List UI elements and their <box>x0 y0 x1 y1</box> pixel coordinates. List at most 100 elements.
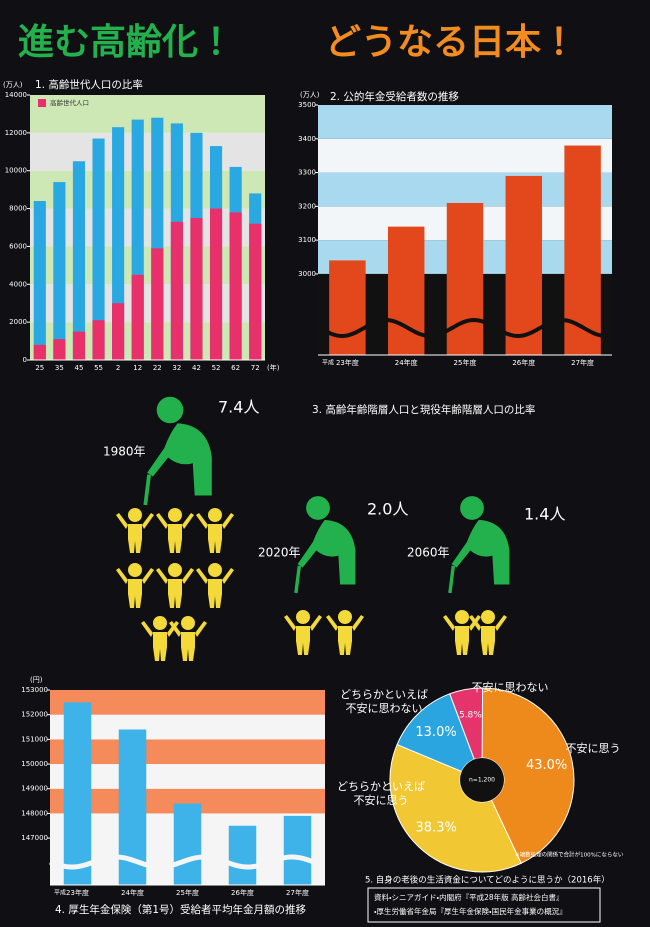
worker-head <box>168 563 182 577</box>
year-label: 2060年 <box>407 546 450 560</box>
worker-head <box>296 610 310 624</box>
worker-head <box>481 610 495 624</box>
y-tick-label: 148000 <box>21 809 48 817</box>
band <box>30 208 265 247</box>
worker-figure <box>116 508 154 553</box>
worker-body <box>116 513 154 553</box>
worker-body <box>156 513 194 553</box>
worker-figure <box>156 563 194 608</box>
x-prefix: 平成 <box>322 359 334 367</box>
y-tick-label: 150000 <box>21 760 48 768</box>
x-tick-label: 22 <box>153 364 162 372</box>
band <box>30 132 265 171</box>
x-tick-label: 24年度 <box>395 358 418 367</box>
worker-figure <box>196 563 234 608</box>
band <box>318 172 612 207</box>
worker-body <box>469 615 507 655</box>
legend-swatch <box>38 99 46 107</box>
y-tick-label: 3400 <box>298 135 316 143</box>
slice-value-label: 13.0% <box>415 725 456 740</box>
y-tick-label: 12000 <box>5 129 27 137</box>
slice-category-label: どちらかといえば不安に思う <box>337 780 425 807</box>
y-tick-label: 3200 <box>298 202 316 210</box>
x-tick-label: 27年度 <box>286 888 309 897</box>
worker-head <box>128 508 142 522</box>
band <box>50 739 325 765</box>
slice-category-label: どちらかといえば不安に思わない <box>340 688 428 715</box>
pie-hole <box>460 758 504 802</box>
x-prefix: 平成 <box>54 889 66 897</box>
bar <box>170 221 183 360</box>
band <box>50 690 325 715</box>
chart-title: 5. 自身の老後の生活資金についてどのように思うか（2016年） <box>365 875 610 886</box>
elder-body <box>451 519 510 585</box>
worker-head <box>168 508 182 522</box>
y-tick-label: 0 <box>23 356 27 364</box>
slice-category-label: 不安に思わない <box>471 681 549 694</box>
worker-head <box>181 616 195 630</box>
x-tick-label: 25年度 <box>176 888 199 897</box>
bar <box>173 803 202 885</box>
source-line: 資料・シニアガイド・内閣府『平成28年版 高齢社会白書』 <box>374 892 564 902</box>
x-tick-label: 42 <box>192 364 201 372</box>
source-line: ・厚生労働省年金局『厚生年金保険・国民年金事業の概況』 <box>374 906 567 916</box>
worker-body <box>116 568 154 608</box>
elder-cane <box>448 565 455 594</box>
x-tick-label: 26年度 <box>231 888 254 897</box>
bar <box>229 212 242 360</box>
y-tick-label: 149000 <box>21 785 48 793</box>
x-tick-label: 72 <box>251 364 260 372</box>
y-tick-label: 4000 <box>9 280 27 288</box>
pie-note: ※端数処理の関係で合計が100%にならない <box>515 851 624 859</box>
worker-body <box>284 615 322 655</box>
x-tick-label: 45 <box>74 364 83 372</box>
bar <box>249 223 262 360</box>
title-right: どうなる日本！ <box>325 22 577 63</box>
bar <box>72 331 86 360</box>
worker-body <box>196 513 234 553</box>
chart-title: 4. 厚生年金保険（第1号）受給者平均年金月額の推移 <box>55 903 307 916</box>
band <box>318 105 612 139</box>
x-tick-label: 24年度 <box>121 888 144 897</box>
y-unit: (円) <box>30 676 43 684</box>
bar <box>151 248 164 360</box>
y-tick-label: 2000 <box>9 318 27 326</box>
worker-figure <box>469 610 507 655</box>
band <box>30 322 265 360</box>
year-label: 1980年 <box>103 445 146 459</box>
worker-head <box>128 563 142 577</box>
y-tick-label: 10000 <box>5 167 27 175</box>
y-tick-label: 3100 <box>298 236 316 244</box>
y-unit: (万人) <box>3 81 23 89</box>
ratio-label: 2.0人 <box>367 500 408 519</box>
x-tick-label: 55 <box>94 364 103 372</box>
worker-body <box>169 621 207 661</box>
x-tick-label: 27年度 <box>571 358 594 367</box>
worker-figure <box>284 610 322 655</box>
title-left: 進む高齢化！ <box>18 22 234 63</box>
x-tick-label: 23年度 <box>66 888 89 897</box>
pie-center-label: n=1,200 <box>469 777 495 784</box>
bar <box>53 339 66 360</box>
y-tick-label: 153000 <box>21 686 48 694</box>
worker-figure <box>326 610 364 655</box>
worker-head <box>455 610 469 624</box>
bar <box>112 303 125 360</box>
axis-break <box>49 854 325 870</box>
bar <box>329 260 366 355</box>
x-tick-label: 12 <box>133 364 142 372</box>
elder-head <box>306 496 330 520</box>
bar <box>131 274 144 360</box>
slice-value-label: 5.8% <box>459 710 482 720</box>
elder-cane <box>143 474 151 506</box>
worker-figure <box>156 508 194 553</box>
worker-figure <box>443 610 481 655</box>
worker-body <box>141 621 179 661</box>
legend-label: 高齢世代人口 <box>50 98 89 107</box>
elder-body <box>147 423 212 496</box>
worker-figure <box>141 616 179 661</box>
slice-value-label: 38.3% <box>416 820 457 835</box>
y-tick-label: 8000 <box>9 205 27 213</box>
